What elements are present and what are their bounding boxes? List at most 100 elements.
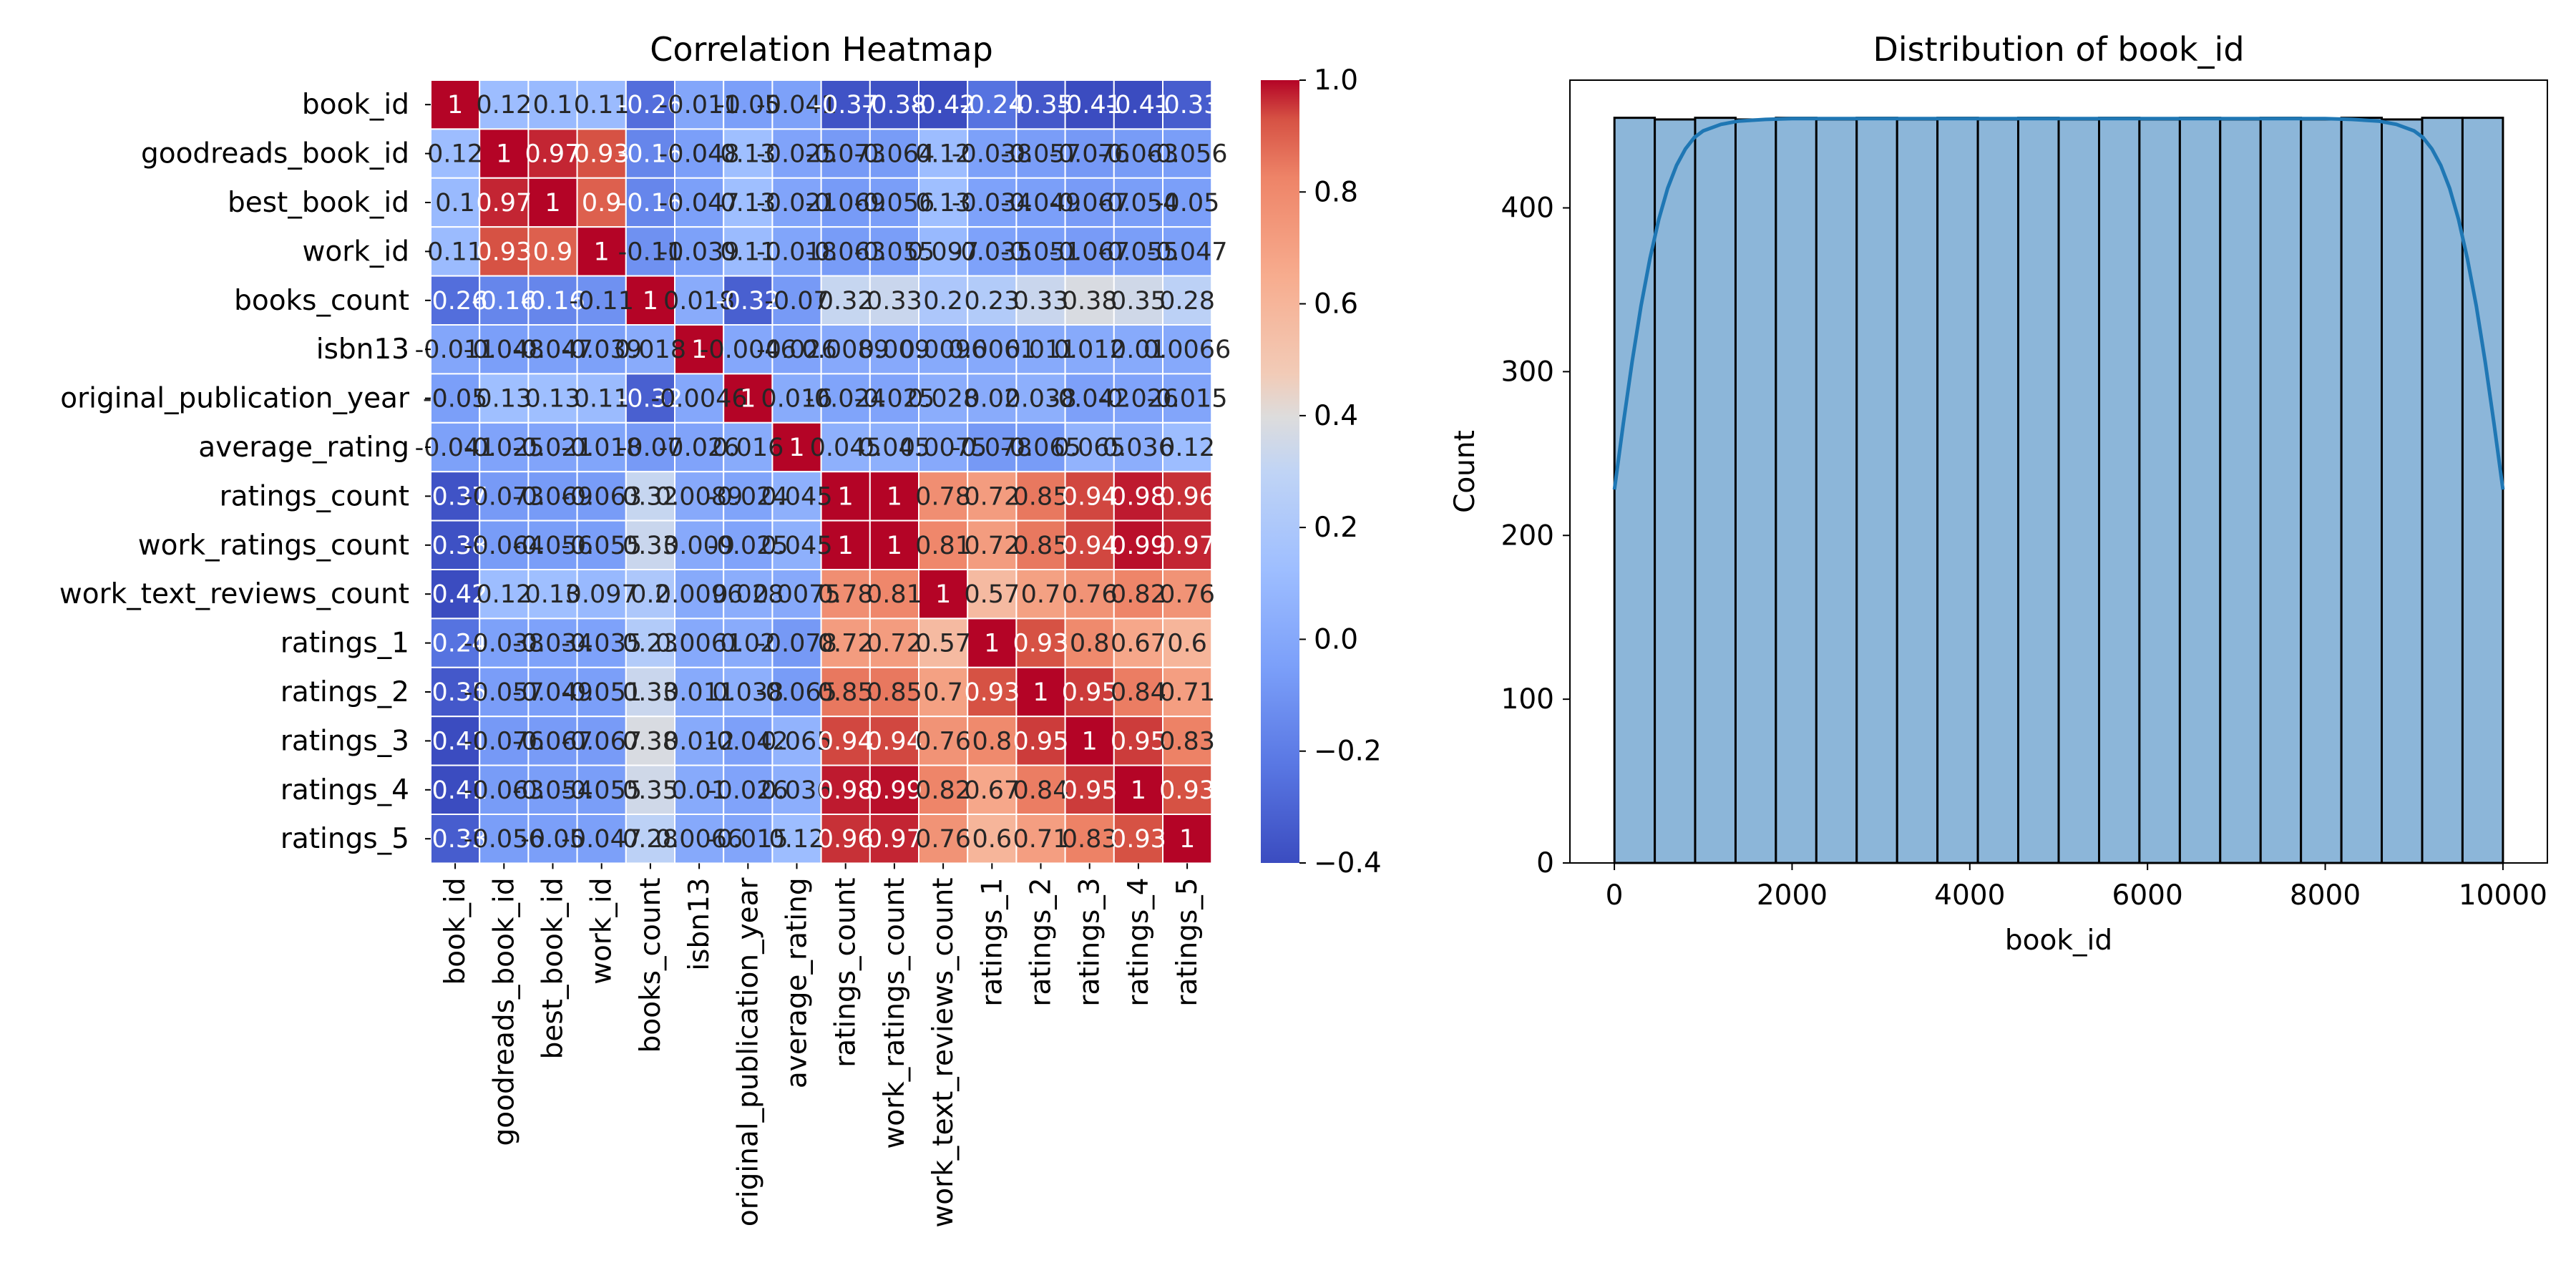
heatmap-cell <box>869 79 920 130</box>
heatmap-row-label: original_publication_year <box>60 383 410 415</box>
heatmap-cell-annotation: 0.13 <box>525 580 581 609</box>
heatmap-cell-annotation: 0.72 <box>964 482 1020 511</box>
heatmap-cell <box>1113 128 1164 179</box>
heatmap-cell-annotation: 0.78 <box>818 580 874 609</box>
heatmap-cell <box>674 471 725 522</box>
heatmap-panel: Correlation Heatmap 1 0.12 0.1 0.11-0.26-0.… <box>59 30 1382 1228</box>
heatmap-cell-annotation: 0.94 <box>867 727 922 756</box>
heatmap-cell-annotation: 0.99 <box>1111 532 1166 560</box>
heatmap-cell-annotation: 1 <box>887 532 902 560</box>
heatmap-cell <box>1064 373 1115 424</box>
heatmap-cell-annotation: 0.11 <box>720 238 776 266</box>
histogram-x-tick-label: 8000 <box>2290 879 2361 912</box>
heatmap-cell-annotation: 0.011 <box>1005 336 1076 364</box>
heatmap-cell <box>1015 226 1066 277</box>
heatmap-cell-annotation: -0.038 <box>464 630 545 658</box>
heatmap-cell-annotation: 0.045 <box>859 434 930 462</box>
heatmap-cell-annotation: -0.063 <box>1098 140 1179 169</box>
heatmap-cell-annotation: 0.2 <box>923 287 963 316</box>
heatmap-cell-annotation: -0.018 <box>561 434 642 462</box>
heatmap-cell-annotation: 0.72 <box>964 532 1020 560</box>
histogram-panel: Distribution of book_id 0 2000 4000 6000 800… <box>1449 30 2548 957</box>
heatmap-cell-annotation: 0.0075 <box>899 434 987 462</box>
heatmap-cell-annotation: -0.078 <box>756 630 837 658</box>
heatmap-cell-annotation: -0.33 <box>1155 91 1220 119</box>
heatmap-column-label: work_text_reviews_count <box>927 877 960 1227</box>
heatmap-cell-annotation: -0.039 <box>659 238 740 266</box>
heatmap-cell-annotation: 0.99 <box>867 776 922 805</box>
heatmap-cell-annotation: -0.011 <box>659 91 740 119</box>
heatmap-row-label: ratings_count <box>220 480 409 512</box>
histogram-y-ticks: 0 100 200 300 400 <box>1501 192 1570 879</box>
histogram-x-tick-label: 10000 <box>2459 879 2547 912</box>
heatmap-cell <box>869 666 920 718</box>
heatmap-cell-annotation: -0.41 <box>423 727 488 756</box>
heatmap-cell-annotation: 1 <box>594 238 610 266</box>
heatmap-cell-annotation: -0.063 <box>805 238 886 266</box>
heatmap-cell-annotation: 1 <box>1033 678 1048 707</box>
heatmap-cell-annotation: 0.94 <box>1062 482 1118 511</box>
heatmap-cell-annotation: 0.81 <box>915 532 971 560</box>
heatmap-cell-annotation: 0.016 <box>712 434 784 462</box>
heatmap-cell <box>479 79 530 130</box>
heatmap-cell-annotation: 1 <box>1082 727 1098 756</box>
heatmap-cell-annotation: -0.05 <box>1155 189 1220 218</box>
heatmap-cell-annotation: -0.047 <box>512 336 593 364</box>
histogram-bar <box>2300 118 2343 864</box>
heatmap-cell-annotation: 0.7 <box>1021 580 1061 609</box>
heatmap-cell-annotation: 0.13 <box>915 189 971 218</box>
heatmap-cell-annotation: -0.018 <box>756 238 837 266</box>
histogram-bar <box>2057 118 2101 864</box>
heatmap-cell <box>869 764 920 815</box>
heatmap-column-label: best_book_id <box>537 877 570 1059</box>
heatmap-row-label: book_id <box>302 89 409 121</box>
heatmap-row-label: ratings_2 <box>280 676 409 708</box>
heatmap-cell-annotation: 0.11 <box>574 385 630 414</box>
heatmap-cell-annotation: 0.13 <box>525 385 581 414</box>
heatmap-cell-annotation: -0.05 <box>423 385 488 414</box>
heatmap-cell-annotation: -0.064 <box>464 532 545 560</box>
heatmap-cell-annotation: 1 <box>887 482 902 511</box>
heatmap-cell <box>576 519 627 570</box>
heatmap-cell-annotation: 1 <box>1131 776 1146 805</box>
heatmap-cell-annotation: -0.025 <box>708 532 789 560</box>
heatmap-cell <box>1162 79 1213 130</box>
heatmap-cell-annotation: -0.039 <box>561 336 642 364</box>
heatmap-cell <box>479 569 530 620</box>
heatmap-cell <box>625 519 675 570</box>
heatmap-cell <box>674 716 725 766</box>
heatmap-cell-annotation: -0.051 <box>1000 238 1081 266</box>
heatmap-cell <box>576 128 627 179</box>
heatmap-cell-annotation: 0.012 <box>1054 336 1126 364</box>
heatmap-cell-annotation: 0.009 <box>663 532 735 560</box>
heatmap-cell-annotation: 0.76 <box>1159 580 1215 609</box>
heatmap-column-label: ratings_5 <box>1171 877 1204 1006</box>
histogram-bars <box>1613 117 2504 864</box>
heatmap-cell-annotation: 0.57 <box>964 580 1020 609</box>
heatmap-cell <box>527 666 578 718</box>
colorbar-tick-label: −0.2 <box>1314 736 1382 768</box>
heatmap-cell-annotation: -0.42 <box>911 91 976 119</box>
heatmap-cell-annotation: 0.95 <box>1062 678 1118 707</box>
heatmap-cell-annotation: 0.02 <box>964 385 1020 414</box>
histogram-y-tick-label: 200 <box>1501 519 1554 552</box>
heatmap-cell <box>479 373 530 424</box>
histogram-x-tick-label: 0 <box>1606 879 1624 912</box>
heatmap-cell <box>1113 764 1164 815</box>
heatmap-cell-annotation: 0.9 <box>533 238 573 266</box>
heatmap-cell-annotation: 0.93 <box>1013 630 1069 658</box>
heatmap-cell <box>1015 177 1066 228</box>
heatmap-cell <box>723 226 774 277</box>
heatmap-cell-annotation: -0.047 <box>659 189 740 218</box>
heatmap-cell-annotation: 0.33 <box>1013 287 1069 316</box>
heatmap-column-label: isbn13 <box>683 877 716 970</box>
heatmap-cell <box>918 618 969 668</box>
heatmap-cell <box>1162 177 1213 228</box>
heatmap-cell <box>430 666 481 718</box>
heatmap-cell-annotation: -0.064 <box>854 140 935 169</box>
heatmap-cell-annotation: 0.32 <box>818 287 874 316</box>
heatmap-cell-annotation: 0.036 <box>1103 434 1174 462</box>
heatmap-cell <box>479 764 530 815</box>
heatmap-cell-annotation: 0.82 <box>915 776 971 805</box>
heatmap-cell-annotation: 0.2 <box>630 580 670 609</box>
